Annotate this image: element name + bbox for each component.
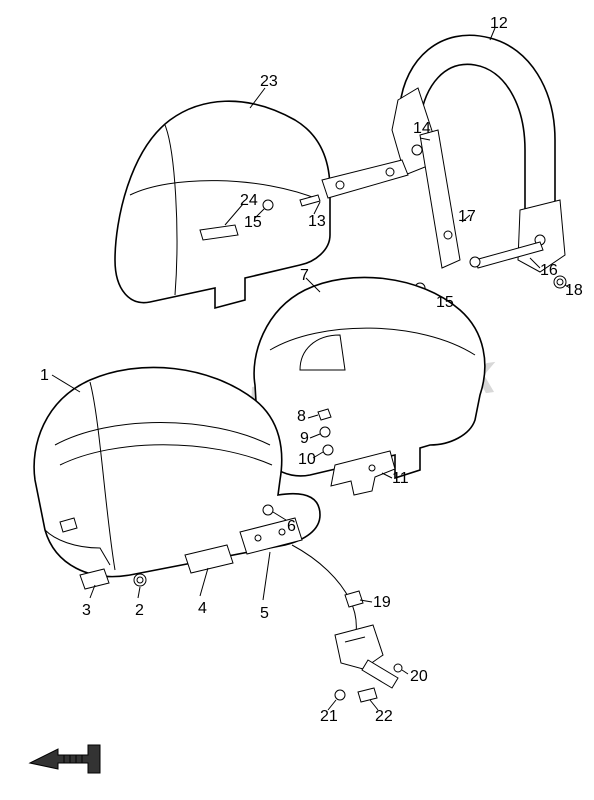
callout-15: 15 [244, 214, 262, 232]
callout-10: 10 [298, 451, 316, 469]
part-seat-cowl [115, 88, 330, 308]
callout-19: 19 [373, 594, 391, 612]
callout-2: 2 [135, 602, 144, 620]
direction-arrow [30, 745, 100, 773]
callout-6: 6 [287, 518, 296, 536]
callout-23: 23 [260, 73, 278, 91]
callout-22: 22 [375, 708, 393, 726]
callout-17: 17 [458, 208, 476, 226]
callout-20: 20 [410, 668, 428, 686]
callout-15b: 15 [436, 294, 454, 312]
callout-18: 18 [565, 282, 583, 300]
callout-4: 4 [198, 600, 207, 618]
callout-9: 9 [300, 430, 309, 448]
callout-3: 3 [82, 602, 91, 620]
callout-24: 24 [240, 192, 258, 210]
callout-21: 21 [320, 708, 338, 726]
parts-diagram-svg [0, 0, 594, 800]
callout-16: 16 [540, 262, 558, 280]
callout-11: 11 [392, 470, 409, 488]
callout-12: 12 [490, 15, 508, 33]
callout-7: 7 [300, 267, 309, 285]
callout-14: 14 [413, 120, 431, 138]
part-cable-lock [292, 545, 408, 710]
callout-8: 8 [297, 408, 306, 426]
callout-13: 13 [308, 213, 326, 231]
part-grab-bar [322, 28, 565, 272]
callout-1: 1 [40, 367, 49, 385]
callout-5: 5 [260, 605, 269, 623]
